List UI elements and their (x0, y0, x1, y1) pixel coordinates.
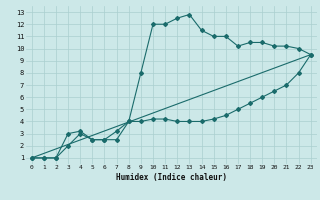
X-axis label: Humidex (Indice chaleur): Humidex (Indice chaleur) (116, 173, 227, 182)
